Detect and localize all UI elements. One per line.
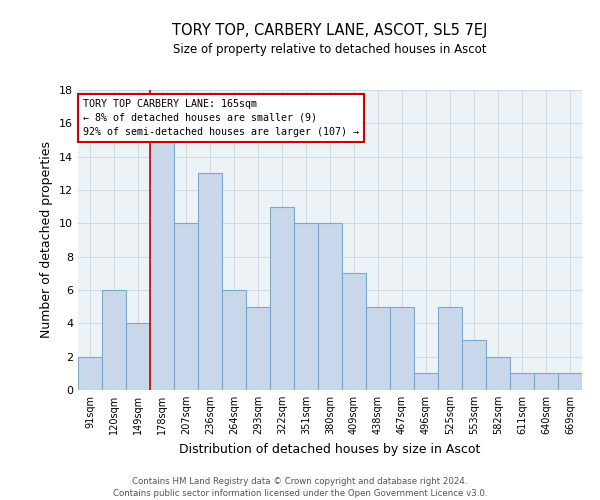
Bar xyxy=(150,140,174,390)
Bar xyxy=(246,306,270,390)
Bar xyxy=(438,306,462,390)
Bar xyxy=(366,306,390,390)
Text: TORY TOP CARBERY LANE: 165sqm
← 8% of detached houses are smaller (9)
92% of sem: TORY TOP CARBERY LANE: 165sqm ← 8% of de… xyxy=(83,99,359,137)
Bar xyxy=(102,290,126,390)
Bar xyxy=(174,224,198,390)
Bar xyxy=(414,374,438,390)
X-axis label: Distribution of detached houses by size in Ascot: Distribution of detached houses by size … xyxy=(179,442,481,456)
Bar xyxy=(294,224,318,390)
Text: TORY TOP, CARBERY LANE, ASCOT, SL5 7EJ: TORY TOP, CARBERY LANE, ASCOT, SL5 7EJ xyxy=(172,22,488,38)
Bar xyxy=(558,374,582,390)
Bar xyxy=(78,356,102,390)
Bar xyxy=(126,324,150,390)
Text: Size of property relative to detached houses in Ascot: Size of property relative to detached ho… xyxy=(173,42,487,56)
Bar xyxy=(390,306,414,390)
Bar xyxy=(270,206,294,390)
Bar xyxy=(222,290,246,390)
Bar xyxy=(510,374,534,390)
Bar xyxy=(318,224,342,390)
Y-axis label: Number of detached properties: Number of detached properties xyxy=(40,142,53,338)
Bar xyxy=(342,274,366,390)
Bar xyxy=(534,374,558,390)
Bar xyxy=(198,174,222,390)
Bar xyxy=(486,356,510,390)
Bar xyxy=(462,340,486,390)
Text: Contains HM Land Registry data © Crown copyright and database right 2024.
Contai: Contains HM Land Registry data © Crown c… xyxy=(113,476,487,498)
